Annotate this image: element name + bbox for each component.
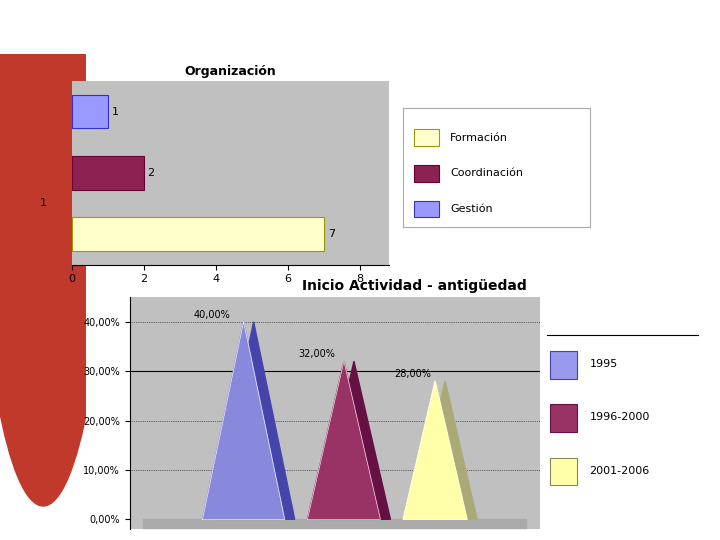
FancyBboxPatch shape [415,130,438,146]
Bar [72,217,324,251]
Bar [72,94,108,129]
Circle shape [0,0,108,506]
Polygon shape [403,381,467,519]
Text: Caracterización del sector:: Caracterización del sector: [22,25,289,45]
Bar [72,156,144,190]
Text: 1: 1 [112,106,119,117]
Text: 7: 7 [328,229,335,239]
Title: Organización: Organización [184,65,276,78]
Polygon shape [307,361,380,519]
Text: 2001-2006: 2001-2006 [590,466,649,476]
Text: Academias: Academias [299,25,418,45]
Text: 32,00%: 32,00% [298,349,336,359]
FancyBboxPatch shape [415,201,438,217]
Text: Coordinación: Coordinación [450,168,523,178]
Text: 1996-2000: 1996-2000 [590,413,650,422]
Text: 1: 1 [40,198,47,208]
FancyBboxPatch shape [415,165,438,181]
Polygon shape [202,322,284,519]
FancyBboxPatch shape [550,404,577,432]
Text: Formación: Formación [450,133,508,143]
Text: 1995: 1995 [590,359,618,369]
Text: 2: 2 [148,168,155,178]
Polygon shape [318,361,390,519]
Text: 28,00%: 28,00% [394,369,431,379]
Polygon shape [413,381,477,519]
Text: 40,00%: 40,00% [194,310,230,320]
Text: Inicio Actividad - antigüedad: Inicio Actividad - antigüedad [302,279,526,293]
FancyBboxPatch shape [550,458,577,485]
Text: Gestión: Gestión [450,204,492,214]
Polygon shape [212,322,294,519]
FancyBboxPatch shape [550,351,577,379]
